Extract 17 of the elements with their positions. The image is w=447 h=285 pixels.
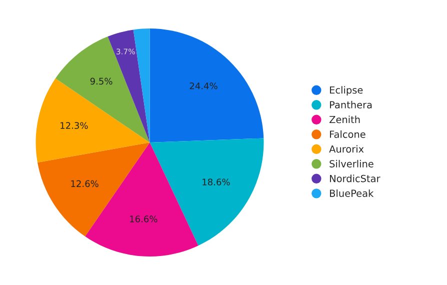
- data-label: 24.4%: [190, 82, 218, 90]
- legend-label: Aurorix: [329, 145, 364, 153]
- data-label: 18.6%: [202, 178, 230, 186]
- data-label: 12.3%: [60, 122, 88, 129]
- legend-label: NordicStar: [330, 174, 380, 182]
- legend-label: Zenith: [329, 116, 360, 124]
- legend-label: Panthera: [330, 100, 372, 108]
- legend-label: Falcone: [330, 130, 366, 138]
- pie-slice: [150, 28, 264, 142]
- legend-label: Silverline: [330, 160, 374, 168]
- legend-label: Eclipse: [330, 86, 363, 96]
- legend-label: BluePeak: [330, 189, 374, 197]
- data-label: 12.6%: [71, 180, 98, 188]
- data-label: 9.5%: [90, 78, 112, 85]
- data-label: 16.6%: [130, 216, 158, 222]
- pie-slice: [36, 78, 150, 162]
- pie-slice: [55, 36, 150, 142]
